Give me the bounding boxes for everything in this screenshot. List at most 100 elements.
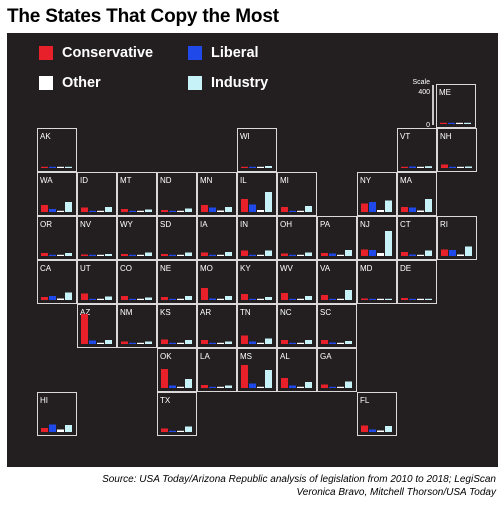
state-label-nv: NV	[80, 220, 92, 229]
bar-va-conservative	[321, 295, 328, 300]
bar-ia-liberal	[209, 254, 216, 256]
bar-in-industry	[265, 250, 272, 256]
bar-ut-liberal	[89, 298, 96, 300]
bar-wy-industry	[145, 252, 152, 256]
state-label-co: CO	[120, 264, 132, 273]
bar-mi-conservative	[281, 207, 288, 212]
state-label-ms: MS	[240, 352, 252, 361]
bar-ar-conservative	[201, 340, 208, 344]
state-tile-border	[237, 216, 277, 260]
bar-nc-industry	[305, 340, 312, 344]
bar-nh-other	[457, 166, 464, 168]
bar-co-conservative	[121, 296, 128, 300]
state-tile-sd: SD	[157, 216, 197, 260]
bar-sd-other	[177, 254, 184, 256]
state-tile-border	[197, 304, 237, 348]
state-tile-border	[157, 304, 197, 348]
bar-pa-conservative	[321, 253, 328, 256]
legend-conservative: Conservative	[39, 45, 153, 61]
bar-sc-conservative	[321, 340, 328, 344]
state-tile-co: CO	[117, 260, 157, 304]
bar-id-industry	[105, 207, 112, 212]
source-note: Source: USA Today/Arizona Republic analy…	[102, 473, 496, 499]
state-label-sd: SD	[160, 220, 171, 229]
state-tile-ak: AK	[37, 128, 77, 172]
bar-hi-conservative	[41, 428, 48, 432]
state-label-ga: GA	[320, 352, 332, 361]
bar-wv-liberal	[289, 298, 296, 300]
state-tile-ga: GA	[317, 348, 357, 392]
bar-nc-other	[297, 342, 304, 344]
bar-nd-liberal	[169, 210, 176, 212]
bar-id-other	[97, 210, 104, 212]
state-tile-sc: SC	[317, 304, 357, 348]
bar-mo-liberal	[209, 298, 216, 300]
state-tile-border	[357, 260, 397, 304]
state-label-ia: IA	[200, 220, 208, 229]
state-tile-wa: WA	[37, 172, 77, 216]
state-tile-border	[317, 260, 357, 304]
bar-or-other	[57, 254, 64, 256]
bar-mo-industry	[225, 296, 232, 300]
state-tile-border	[277, 304, 317, 348]
state-tile-or: OR	[37, 216, 77, 260]
state-tile-border	[117, 304, 157, 348]
state-tile-border	[37, 128, 77, 172]
bar-ms-other	[257, 386, 264, 388]
bar-wi-conservative	[241, 166, 248, 168]
bar-co-liberal	[129, 298, 136, 300]
state-label-nj: NJ	[360, 220, 370, 229]
bar-fl-liberal	[369, 429, 376, 432]
bar-de-liberal	[409, 298, 416, 300]
bar-ca-other	[57, 298, 64, 300]
state-tile-nc: NC	[277, 304, 317, 348]
bar-vt-industry	[425, 166, 432, 168]
state-tile-ms: MS	[237, 348, 277, 392]
bar-wv-conservative	[281, 293, 288, 300]
bar-ky-liberal	[249, 298, 256, 300]
bar-oh-other	[297, 254, 304, 256]
bar-ok-liberal	[169, 385, 176, 388]
bar-ms-conservative	[241, 365, 248, 388]
bar-ca-liberal	[49, 296, 56, 300]
bar-ky-industry	[265, 297, 272, 300]
bar-la-other	[217, 386, 224, 388]
bar-nd-conservative	[161, 210, 168, 212]
bar-va-industry	[345, 290, 352, 300]
state-label-ne: NE	[160, 264, 171, 273]
bar-nh-liberal	[449, 166, 456, 168]
bar-md-other	[377, 298, 384, 300]
bar-ri-industry	[465, 246, 472, 256]
bar-al-conservative	[281, 378, 288, 388]
state-label-nd: ND	[160, 176, 172, 185]
state-label-mi: MI	[280, 176, 289, 185]
chart-title: The States That Copy the Most	[7, 6, 279, 27]
state-tile-ny: NY	[357, 172, 397, 216]
state-label-in: IN	[240, 220, 248, 229]
state-tile-ut: UT	[77, 260, 117, 304]
state-label-nc: NC	[280, 308, 292, 317]
state-label-vt: VT	[400, 132, 410, 141]
bar-wy-conservative	[121, 254, 128, 256]
bar-wa-liberal	[49, 209, 56, 212]
bar-ks-liberal	[169, 342, 176, 344]
state-tile-wy: WY	[117, 216, 157, 260]
state-label-mn: MN	[200, 176, 213, 185]
state-label-mt: MT	[120, 176, 132, 185]
state-tile-border	[237, 128, 277, 172]
legend-label-conservative: Conservative	[62, 45, 154, 61]
state-tile-ks: KS	[157, 304, 197, 348]
state-tile-border	[277, 216, 317, 260]
state-tile-border	[117, 216, 157, 260]
state-label-nm: NM	[120, 308, 133, 317]
bar-fl-conservative	[361, 425, 368, 432]
bar-ri-conservative	[441, 249, 448, 256]
bar-ny-other	[377, 210, 384, 212]
state-tile-border	[397, 172, 437, 216]
state-label-wy: WY	[120, 220, 134, 229]
state-tile-az: AZ	[77, 304, 117, 348]
bar-ar-industry	[225, 341, 232, 344]
state-tile-border	[37, 392, 77, 436]
state-label-de: DE	[400, 264, 411, 273]
state-label-pa: PA	[320, 220, 331, 229]
